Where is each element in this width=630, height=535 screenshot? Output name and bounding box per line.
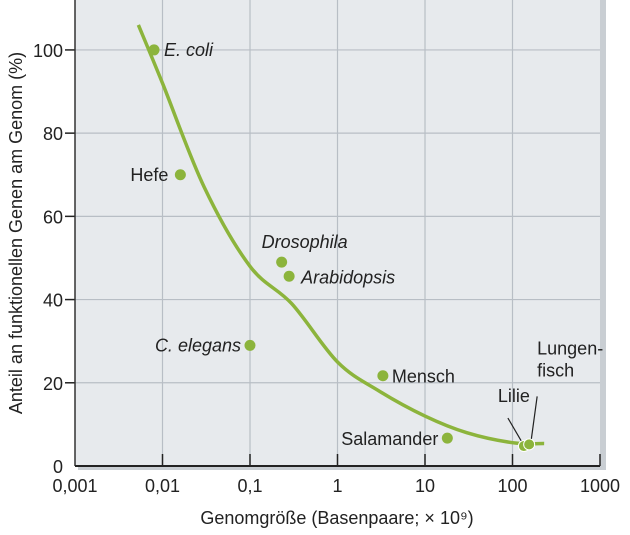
y-tick-label: 80 xyxy=(43,124,63,144)
data-point: Drosophila xyxy=(262,232,348,268)
leader-line xyxy=(530,396,538,441)
point-marker xyxy=(244,339,256,351)
point-label: Hefe xyxy=(130,165,168,185)
x-tick-label: 0,1 xyxy=(237,476,262,496)
y-tick-label: 60 xyxy=(43,207,63,227)
tick-labels: 0,001 0,01 0,1 1 10 100 1000 0 20 40 60 80 100 xyxy=(33,41,620,496)
data-point: Lilie xyxy=(498,386,530,453)
point-marker xyxy=(441,432,453,444)
x-tick-label: 1 xyxy=(332,476,342,496)
point-marker xyxy=(276,256,288,268)
data-point: Hefe xyxy=(130,165,186,185)
point-label: Lungen-fisch xyxy=(537,338,603,380)
data-point: E. coli xyxy=(148,40,214,60)
point-marker xyxy=(523,438,536,451)
point-label: Arabidopsis xyxy=(300,267,395,287)
data-point: C. elegans xyxy=(155,335,256,355)
point-marker xyxy=(377,370,389,382)
trend-curve xyxy=(136,24,545,446)
x-tick-label: 100 xyxy=(497,476,527,496)
axes xyxy=(65,0,601,467)
y-tick-label: 20 xyxy=(43,374,63,394)
point-label: Lilie xyxy=(498,386,530,406)
data-point: Lungen-fisch xyxy=(523,338,603,451)
point-label: Salamander xyxy=(341,429,438,449)
x-tick-label: 0,001 xyxy=(52,476,97,496)
y-tick-label: 0 xyxy=(53,457,63,477)
x-axis-label: Genomgröße (Basenpaare; × 10⁹) xyxy=(200,508,473,528)
point-marker xyxy=(174,169,186,181)
point-marker xyxy=(283,270,295,282)
leader-line xyxy=(507,417,523,443)
point-marker xyxy=(148,44,160,56)
data-point: Mensch xyxy=(377,367,455,387)
data-point: Salamander xyxy=(341,429,453,449)
x-tick-label: 10 xyxy=(415,476,435,496)
y-tick-label: 100 xyxy=(33,41,63,61)
point-label: C. elegans xyxy=(155,335,241,355)
x-tick-label: 1000 xyxy=(580,476,620,496)
y-tick-label: 40 xyxy=(43,291,63,311)
data-points: E. coli Hefe Drosophila Arabidopsis C. elega… xyxy=(130,40,603,453)
data-point: Arabidopsis xyxy=(283,267,395,287)
point-label: E. coli xyxy=(164,40,214,60)
y-axis-label: Anteil an funktionellen Genen am Genom (… xyxy=(6,52,26,414)
x-tick-label: 0,01 xyxy=(145,476,180,496)
gridlines xyxy=(75,0,600,466)
point-label: Mensch xyxy=(392,367,455,387)
point-label: Drosophila xyxy=(262,232,348,252)
